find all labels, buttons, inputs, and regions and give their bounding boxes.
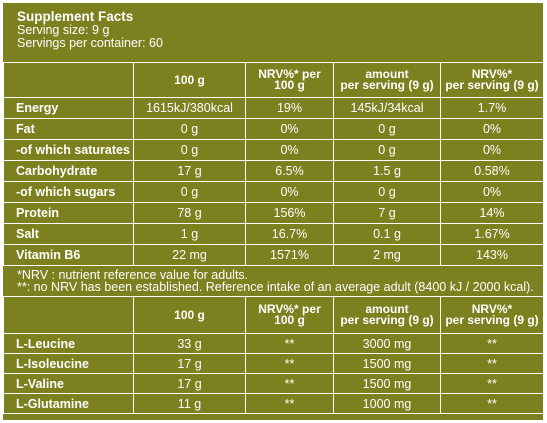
cell-value: 17 g	[133, 160, 246, 182]
table-row: Energy 1615kJ/380kcal 19% 145kJ/34kcal 1.7%	[3, 97, 544, 119]
cell-value: 0%	[245, 118, 334, 140]
cell-value: 0%	[440, 118, 544, 140]
column-header: 100 g	[133, 62, 246, 98]
cell-value: **	[245, 373, 334, 394]
row-label: L-Valine	[3, 373, 134, 394]
table-header-row: 100 g NRV%* per 100 g amount per serving (9 …	[3, 62, 544, 98]
column-header: 100 g	[133, 296, 246, 334]
cell-value: 33 g	[133, 333, 246, 354]
cell-value: 1.7%	[440, 97, 544, 119]
row-label: Carbohydrate	[3, 160, 134, 182]
cell-value: 16.7%	[245, 223, 334, 245]
table-row: L-Valine 17 g ** 1500 mg **	[3, 373, 544, 394]
cell-value: 1 g	[133, 223, 246, 245]
row-label: Energy	[3, 97, 134, 119]
row-label: Salt	[3, 223, 134, 245]
cell-value: 3000 mg	[333, 333, 441, 354]
row-label: Vitamin B6	[3, 244, 134, 266]
table-row: L-Glutamine 11 g ** 1000 mg **	[3, 393, 544, 414]
column-header: amount per serving (9 g)	[333, 296, 441, 334]
table-row: Protein 78 g 156% 7 g 14%	[3, 202, 544, 224]
cell-value: **	[440, 393, 544, 414]
column-header: amount per serving (9 g)	[333, 62, 441, 98]
cell-value: 11 g	[133, 393, 246, 414]
cell-value: 145kJ/34kcal	[333, 97, 441, 119]
cell-value: 17 g	[133, 353, 246, 374]
table-row: -of which sugars 0 g 0% 0 g 0%	[3, 181, 544, 203]
cell-value: 0 g	[333, 118, 441, 140]
table-row: Carbohydrate 17 g 6.5% 1.5 g 0.58%	[3, 160, 544, 182]
row-label: L-Glutamine	[3, 393, 134, 414]
cell-value: 0 g	[133, 139, 246, 161]
cell-value: 78 g	[133, 202, 246, 224]
cell-value: 1500 mg	[333, 373, 441, 394]
facts-title: Supplement Facts	[17, 9, 134, 24]
table-row: L-Leucine 33 g ** 3000 mg **	[3, 333, 544, 354]
cell-value: 156%	[245, 202, 334, 224]
servings-per-container: Servings per container: 60	[17, 36, 163, 50]
cell-value: 1500 mg	[333, 353, 441, 374]
cell-value: **	[245, 393, 334, 414]
cell-value: 1000 mg	[333, 393, 441, 414]
cell-value: 0 g	[333, 139, 441, 161]
cell-value: 7 g	[333, 202, 441, 224]
cell-value: 17 g	[133, 373, 246, 394]
footnote-nrv: *NRV : nutrient reference value for adul…	[17, 268, 249, 282]
row-label: Fat	[3, 118, 134, 140]
table-row: Salt 1 g 16.7% 0.1 g 1.67%	[3, 223, 544, 245]
table-row: Vitamin B6 22 mg 1571% 2 mg 143%	[3, 244, 544, 266]
cell-value: 1615kJ/380kcal	[133, 97, 246, 119]
cell-value: 0 g	[133, 181, 246, 203]
amino-acid-table: 100 g NRV%* per 100 g amount per serving (9 …	[3, 296, 544, 414]
nutrition-table: 100 g NRV%* per 100 g amount per serving (9 …	[3, 62, 544, 266]
table-header-row: 100 g NRV%* per 100 g amount per serving (9 …	[3, 296, 544, 334]
cell-value: 2 mg	[333, 244, 441, 266]
cell-value: 0 g	[333, 181, 441, 203]
cell-value: 0%	[440, 139, 544, 161]
cell-value: 0 g	[133, 118, 246, 140]
cell-value: 1571%	[245, 244, 334, 266]
cell-value: **	[440, 333, 544, 354]
cell-value: 0%	[245, 181, 334, 203]
cell-value: 0%	[245, 139, 334, 161]
row-label: -of which saturates	[3, 139, 134, 161]
cell-value: 1.67%	[440, 223, 544, 245]
cell-value: **	[440, 353, 544, 374]
footnotes: *NRV : nutrient reference value for adul…	[17, 268, 534, 294]
cell-value: 0.1 g	[333, 223, 441, 245]
table-row: -of which saturates 0 g 0% 0 g 0%	[3, 139, 544, 161]
cell-value: 6.5%	[245, 160, 334, 182]
serving-size: Serving size: 9 g	[17, 23, 110, 37]
facts-header: Supplement Facts Serving size: 9 g Servi…	[17, 9, 163, 50]
row-label: L-Leucine	[3, 333, 134, 354]
table-row: L-Isoleucine 17 g ** 1500 mg **	[3, 353, 544, 374]
column-header: NRV%* per 100 g	[245, 62, 334, 98]
cell-value: **	[440, 373, 544, 394]
cell-value: **	[245, 333, 334, 354]
cell-value: 14%	[440, 202, 544, 224]
cell-value: 1.5 g	[333, 160, 441, 182]
row-label: Protein	[3, 202, 134, 224]
row-label: L-Isoleucine	[3, 353, 134, 374]
cell-value: 19%	[245, 97, 334, 119]
cell-value: 22 mg	[133, 244, 246, 266]
cell-value: 0%	[440, 181, 544, 203]
column-header: NRV%* per 100 g	[245, 296, 334, 334]
column-header	[3, 62, 134, 98]
column-header: NRV%* per serving (9 g)	[440, 62, 544, 98]
footnote-no-nrv: **: no NRV has been established. Referen…	[17, 280, 534, 294]
table-row: Fat 0 g 0% 0 g 0%	[3, 118, 544, 140]
cell-value: 143%	[440, 244, 544, 266]
column-header	[3, 296, 134, 334]
column-header: NRV%* per serving (9 g)	[440, 296, 544, 334]
row-label: -of which sugars	[3, 181, 134, 203]
cell-value: 0.58%	[440, 160, 544, 182]
cell-value: **	[245, 353, 334, 374]
